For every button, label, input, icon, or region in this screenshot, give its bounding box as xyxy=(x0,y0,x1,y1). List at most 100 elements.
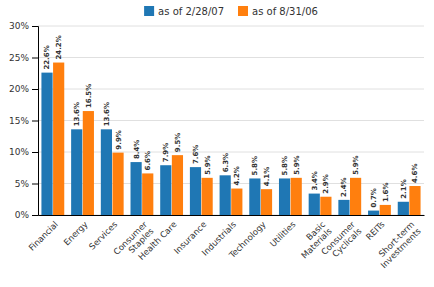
chart-svg: 0%5%10%15%20%25%30%FinancialEnergyServic… xyxy=(0,0,434,287)
bar xyxy=(291,178,302,215)
y-tick-label: 30% xyxy=(9,21,29,31)
bar xyxy=(231,189,242,215)
bar xyxy=(338,200,349,215)
data-label: 5.9% xyxy=(204,155,212,174)
data-label: 4.1% xyxy=(263,167,271,186)
grid-line xyxy=(38,120,424,121)
bar xyxy=(41,73,52,215)
legend-swatch xyxy=(238,6,248,16)
y-tick-mark xyxy=(32,184,38,185)
bar xyxy=(101,129,112,215)
y-tick: 25% xyxy=(9,53,38,63)
bar xyxy=(261,189,272,215)
x-tick: Financial xyxy=(27,219,60,252)
x-tick-label-line: REITs xyxy=(364,219,387,242)
y-tick: 10% xyxy=(9,147,38,157)
data-label: 2.1% xyxy=(400,179,408,198)
y-tick-label: 10% xyxy=(9,147,29,157)
y-axis-line xyxy=(32,27,39,216)
x-axis-line xyxy=(39,215,425,216)
chart-container: 0%5%10%15%20%25%30%FinancialEnergyServic… xyxy=(0,0,434,287)
data-label: 13.6% xyxy=(103,102,111,126)
data-label: 24.2% xyxy=(55,35,63,59)
y-axis: 0% 5% 10% 15% 20% 25% 30% xyxy=(9,21,39,220)
data-label: 8.4% xyxy=(133,140,141,159)
x-tick-label: Health Care xyxy=(136,219,179,262)
data-label: 2.9% xyxy=(322,174,330,193)
y-tick-label: 20% xyxy=(9,84,29,94)
data-label: 22.6% xyxy=(43,45,51,69)
x-tick: REITs xyxy=(364,219,387,242)
x-tick: Utilities xyxy=(268,219,298,249)
y-tick: 30% xyxy=(9,21,38,31)
x-tick-label-line: Investments xyxy=(379,225,424,270)
y-tick-label: 5% xyxy=(15,179,30,189)
bar xyxy=(249,178,260,215)
data-label: 9.5% xyxy=(174,133,182,152)
x-tick: Energy xyxy=(62,219,90,247)
y-tick: 5% xyxy=(15,179,38,189)
data-labels: 22.6% 13.6% 13.6% 8.4% 7.9% 7.6% 6.3% 5.8% 5.8% 3… xyxy=(43,35,419,207)
x-tick-label-line: Health Care xyxy=(136,219,179,262)
bar xyxy=(142,173,153,215)
y-tick: 0% xyxy=(15,210,38,220)
x-tick-label-line: Financial xyxy=(27,219,60,252)
legend-label: as of 8/31/06 xyxy=(252,6,318,17)
data-label: 6.6% xyxy=(144,151,152,170)
bar xyxy=(398,202,409,215)
grid-line xyxy=(38,152,424,153)
x-tick: ConsumerCyclicals xyxy=(319,219,364,264)
grid xyxy=(38,26,424,215)
bar xyxy=(202,178,213,215)
legend: as of 2/28/07 as of 8/31/06 xyxy=(144,6,318,17)
data-label: 3.4% xyxy=(311,171,319,190)
data-label: 5.8% xyxy=(281,156,289,175)
x-tick: Health Care xyxy=(136,219,179,262)
bar xyxy=(160,165,171,215)
bar xyxy=(53,63,64,215)
x-tick-label-line: Cyclicals xyxy=(330,225,364,259)
data-label: 4.2% xyxy=(233,166,241,185)
grid-line xyxy=(38,183,424,184)
data-label: 4.6% xyxy=(411,164,419,183)
data-label: 1.6% xyxy=(382,182,390,201)
data-label: 7.6% xyxy=(192,145,200,164)
legend-item: as of 2/28/07 xyxy=(144,6,224,17)
data-label: 16.5% xyxy=(85,84,93,108)
bar xyxy=(380,205,391,215)
x-tick-label: Financial xyxy=(27,219,60,252)
y-tick-mark xyxy=(32,152,38,153)
y-tick-mark xyxy=(32,58,38,59)
y-tick-mark xyxy=(32,121,38,122)
x-tick-label: ConsumerCyclicals xyxy=(319,219,364,264)
grid-line xyxy=(38,57,424,58)
bar xyxy=(190,167,201,215)
data-label: 6.3% xyxy=(222,153,230,172)
data-label: 0.7% xyxy=(370,188,378,207)
legend-label: as of 2/28/07 xyxy=(158,6,224,17)
bar xyxy=(279,178,290,215)
data-label: 5.9% xyxy=(293,155,301,174)
x-tick-label-line: Energy xyxy=(62,219,90,247)
data-label: 13.6% xyxy=(73,102,81,126)
x-tick-label: Energy xyxy=(62,219,90,247)
bar xyxy=(220,175,231,215)
x-tick: Technology xyxy=(226,219,267,260)
y-tick-mark xyxy=(32,215,38,216)
grid-line xyxy=(38,89,424,90)
x-tick-label-line: Utilities xyxy=(268,219,298,249)
x-tick-label: REITs xyxy=(364,219,387,242)
x-tick: Short-termInvestments xyxy=(372,219,423,270)
bar xyxy=(71,129,82,215)
bar xyxy=(172,155,183,215)
data-label: 5.8% xyxy=(251,156,259,175)
y-tick-label: 25% xyxy=(9,53,29,63)
bar xyxy=(83,111,94,215)
bar xyxy=(368,211,379,215)
x-tick-label: Technology xyxy=(226,219,267,260)
bar xyxy=(131,162,142,215)
y-tick-label: 0% xyxy=(15,210,30,220)
y-tick-mark xyxy=(32,26,38,27)
data-label: 7.9% xyxy=(162,143,170,162)
y-tick-label: 15% xyxy=(9,116,29,126)
